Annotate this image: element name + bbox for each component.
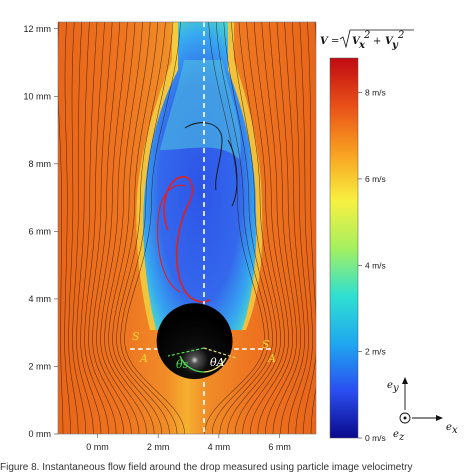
- theta-s-ray: [167, 347, 205, 357]
- theta-s-arc: [179, 355, 205, 373]
- theta-a-ray: [203, 347, 237, 359]
- streamline: [211, 22, 269, 434]
- streamline: [116, 22, 170, 434]
- y-axis-ticks: 0 mm 2 mm 4 mm 6 mm 8 mm 10 mm 12 mm: [23, 24, 58, 439]
- colorbar-tick-label: 4 m/s: [365, 260, 386, 270]
- ex-sub: x: [452, 425, 458, 436]
- colorbar-vx-label: V: [352, 36, 361, 47]
- colorbar-vy-sub: y: [391, 40, 399, 51]
- streamline: [265, 22, 297, 434]
- colorbar-tick-label: 8 m/s: [365, 88, 386, 98]
- y-tick-label: 0 mm: [29, 429, 52, 439]
- plot-frame: [57, 21, 317, 435]
- colorbar-vx-sq: 2: [363, 30, 370, 41]
- streamline: [319, 22, 325, 434]
- ey-sub: y: [392, 383, 399, 394]
- sphere: [156, 303, 233, 380]
- annotation-s-right: S: [262, 338, 270, 351]
- streamline: [303, 22, 316, 434]
- theta-a-arc: [203, 357, 227, 373]
- colorbar-eq-sign: =: [331, 36, 339, 47]
- ez-circle-icon: [399, 412, 411, 424]
- streamline: [68, 22, 79, 434]
- streamline: [234, 22, 281, 434]
- streamline: [112, 22, 163, 434]
- streamline: [204, 22, 265, 434]
- y-tick-label: 4 mm: [29, 294, 52, 304]
- ex-arrowhead-icon: [436, 415, 443, 421]
- x-tick-label: 2 mm: [147, 442, 170, 452]
- annotation-theta-a: θA: [210, 356, 225, 369]
- streamline: [104, 22, 147, 434]
- streamline: [242, 22, 285, 434]
- wake-vortex-streamline: [163, 175, 211, 303]
- streamline: [295, 22, 313, 434]
- colorbar-sqrt-sign: [339, 29, 414, 49]
- ez-dot-icon: [403, 416, 407, 420]
- y-tick-label: 2 mm: [29, 361, 52, 371]
- colorbar-tick-label: 2 m/s: [365, 347, 386, 357]
- streamline: [124, 22, 185, 434]
- wake-upper-turbulence: [160, 60, 241, 160]
- annotation-s-left: S: [132, 330, 140, 343]
- y-tick-label: 8 mm: [29, 159, 52, 169]
- colorbar-vx-sub: x: [358, 40, 366, 51]
- streamline: [219, 22, 273, 434]
- x-tick-label: 4 mm: [208, 442, 231, 452]
- streamline: [58, 22, 64, 434]
- streamline: [64, 22, 71, 434]
- streamline: [100, 22, 140, 434]
- x-axis-ticks: 0 mm 2 mm 4 mm 6 mm: [86, 434, 291, 452]
- streamline: [84, 22, 109, 434]
- colorbar-vy-sq: 2: [397, 30, 404, 41]
- streamline: [249, 22, 289, 434]
- streamline: [108, 22, 155, 434]
- annotation-theta-s: θs: [176, 358, 189, 371]
- wake-vortex-streamline-2: [157, 184, 187, 293]
- streamline: [72, 22, 87, 434]
- colorbar: V = V x 2 + V y 2 0 m/s 2 m/s 4 m/s 6 m/s 8 …: [320, 29, 414, 443]
- annotation-a-left: A: [139, 352, 148, 365]
- y-tick-label: 10 mm: [23, 91, 51, 101]
- streamline: [88, 22, 117, 434]
- coordinate-glyph: e y e z e x: [387, 377, 458, 443]
- streamline: [257, 22, 293, 434]
- streamline: [80, 22, 102, 434]
- ez-label: e: [393, 429, 399, 440]
- streamline: [92, 22, 125, 434]
- wake-vortex-black: [184, 122, 238, 207]
- figure-caption: Figure 8. Instantaneous flow field aroun…: [0, 462, 413, 473]
- colorbar-tick-label: 0 m/s: [365, 433, 386, 443]
- y-tick-label: 12 mm: [23, 24, 51, 34]
- colorbar-vy-label: V: [385, 36, 394, 47]
- streamline: [96, 22, 132, 434]
- ey-label: e: [387, 380, 393, 391]
- x-tick-label: 0 mm: [86, 442, 109, 452]
- colorbar-v-label: V: [320, 36, 329, 47]
- streamline: [280, 22, 305, 434]
- streamline: [287, 22, 309, 434]
- streamline: [227, 22, 277, 434]
- streamline: [76, 22, 94, 434]
- colorbar-tick-label: 6 m/s: [365, 174, 386, 184]
- streamline: [120, 22, 178, 434]
- x-tick-label: 6 mm: [268, 442, 291, 452]
- streamline: [272, 22, 301, 434]
- annotation-a-right: A: [267, 352, 276, 365]
- colorbar-scale: [329, 57, 359, 439]
- y-tick-label: 6 mm: [29, 226, 52, 236]
- streamlines: [58, 22, 325, 434]
- colorbar-ticks: 0 m/s 2 m/s 4 m/s 6 m/s 8 m/s: [358, 88, 386, 443]
- ez-sub: z: [398, 432, 405, 443]
- ey-arrowhead-icon: [402, 377, 408, 384]
- plot-area: S A θs θA S A: [58, 22, 325, 434]
- colorbar-plus: +: [373, 36, 381, 47]
- ex-label: e: [446, 422, 452, 433]
